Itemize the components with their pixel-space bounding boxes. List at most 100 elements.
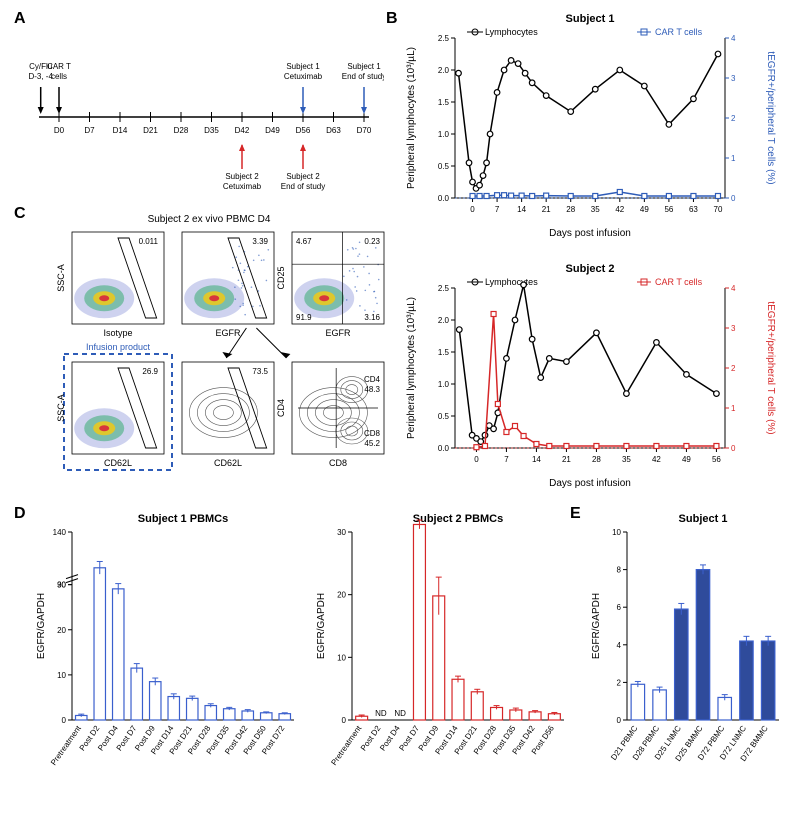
svg-text:Subject 2: Subject 2 (566, 263, 615, 275)
svg-text:0.0: 0.0 (438, 194, 450, 203)
svg-text:3.39: 3.39 (252, 237, 268, 246)
svg-text:EGFR: EGFR (215, 328, 241, 338)
svg-text:4: 4 (617, 641, 622, 650)
svg-text:3.16: 3.16 (364, 313, 380, 322)
svg-text:42: 42 (652, 455, 661, 464)
svg-text:21: 21 (562, 455, 571, 464)
svg-text:D0: D0 (54, 126, 65, 135)
svg-text:4.67: 4.67 (296, 237, 312, 246)
svg-text:2.5: 2.5 (438, 284, 450, 293)
subject2-chart: Subject 20714212835424956Days post infus… (400, 260, 780, 490)
panel-label-b: B (386, 10, 398, 28)
svg-text:4: 4 (731, 34, 736, 43)
svg-text:2.0: 2.0 (438, 316, 450, 325)
svg-text:49: 49 (640, 205, 649, 214)
svg-text:D28: D28 (174, 126, 189, 135)
svg-text:91.9: 91.9 (296, 313, 312, 322)
svg-text:3: 3 (731, 324, 736, 333)
svg-text:0: 0 (342, 716, 347, 725)
svg-text:10: 10 (337, 653, 346, 662)
svg-text:21: 21 (542, 205, 551, 214)
svg-text:0: 0 (474, 455, 479, 464)
flow-panel: Subject 2 ex vivo PBMC D4 0.011 Isotype SSC… (24, 210, 394, 500)
svg-text:Subject 1 PBMCs: Subject 1 PBMCs (138, 513, 228, 525)
svg-text:EGFR: EGFR (325, 328, 351, 338)
svg-text:ND: ND (394, 709, 406, 718)
svg-text:90: 90 (57, 581, 66, 590)
svg-text:0: 0 (731, 194, 736, 203)
svg-text:Subject 2: Subject 2 (286, 172, 320, 181)
svg-text:CD8: CD8 (364, 429, 381, 438)
svg-text:3: 3 (731, 74, 736, 83)
svg-text:70: 70 (714, 205, 723, 214)
timeline-panel: D0D7D14D21D28D35D42D49D56D63D70Cy/FluD-3… (24, 22, 384, 207)
svg-text:10: 10 (612, 528, 621, 537)
svg-text:45.2: 45.2 (364, 439, 380, 448)
svg-text:D14: D14 (113, 126, 128, 135)
svg-text:CD62L: CD62L (104, 458, 132, 468)
svg-text:SSC-A: SSC-A (56, 264, 66, 292)
svg-text:4: 4 (731, 284, 736, 293)
svg-text:End of study: End of study (342, 72, 384, 81)
svg-text:1.5: 1.5 (438, 348, 450, 357)
svg-text:D70: D70 (357, 126, 372, 135)
panel-label-e: E (570, 505, 581, 523)
bar-e: Subject 10246810EGFR/GAPDHD21 PBMCD28 PB… (585, 510, 785, 810)
svg-text:tEGFR+/peripheral T cells (%): tEGFR+/peripheral T cells (%) (765, 51, 776, 184)
svg-text:CD25: CD25 (276, 266, 286, 289)
svg-text:CD4: CD4 (276, 399, 286, 417)
svg-text:10: 10 (57, 671, 66, 680)
svg-text:D7: D7 (84, 126, 95, 135)
svg-text:56: 56 (664, 205, 673, 214)
panel-label-d: D (14, 505, 26, 523)
svg-text:1.0: 1.0 (438, 380, 450, 389)
bar-d2: Subject 2 PBMCs0102030EGFR/GAPDHPretreat… (310, 510, 570, 810)
svg-text:D49: D49 (265, 126, 280, 135)
svg-text:73.5: 73.5 (252, 367, 268, 376)
svg-text:ND: ND (375, 709, 387, 718)
svg-text:1: 1 (731, 154, 736, 163)
svg-text:30: 30 (337, 528, 346, 537)
svg-text:SSC-A: SSC-A (56, 394, 66, 422)
svg-text:cells: cells (51, 72, 67, 81)
svg-text:CAR T cells: CAR T cells (655, 27, 703, 37)
svg-text:D35: D35 (204, 126, 219, 135)
svg-text:tEGFR+/peripheral T cells (%): tEGFR+/peripheral T cells (%) (765, 301, 776, 434)
svg-text:7: 7 (504, 455, 509, 464)
svg-text:Subject 1: Subject 1 (347, 62, 381, 71)
svg-text:EGFR/GAPDH: EGFR/GAPDH (316, 593, 327, 659)
svg-text:0: 0 (731, 444, 736, 453)
svg-text:D-3, -4: D-3, -4 (28, 72, 53, 81)
svg-text:D56: D56 (296, 126, 311, 135)
svg-text:140: 140 (53, 528, 67, 537)
svg-text:42: 42 (615, 205, 624, 214)
svg-text:Lymphocytes: Lymphocytes (485, 277, 538, 287)
svg-text:6: 6 (617, 603, 622, 612)
svg-text:CD8: CD8 (329, 458, 347, 468)
svg-text:Isotype: Isotype (103, 328, 132, 338)
svg-text:2: 2 (617, 678, 622, 687)
bar-d1: Subject 1 PBMCs010203090140EGFR/GAPDHPre… (30, 510, 300, 810)
svg-text:End of study: End of study (281, 182, 325, 191)
svg-text:0.0: 0.0 (438, 444, 450, 453)
svg-text:0.5: 0.5 (438, 412, 450, 421)
svg-text:Subject 2 ex vivo PBMC D4: Subject 2 ex vivo PBMC D4 (148, 214, 271, 225)
svg-text:0.23: 0.23 (364, 237, 380, 246)
subject1-chart: Subject 107142128354249566370Days post i… (400, 10, 780, 240)
svg-text:14: 14 (517, 205, 526, 214)
svg-text:Pretreatment: Pretreatment (329, 723, 363, 767)
svg-text:Days post infusion: Days post infusion (549, 228, 631, 239)
svg-text:1.0: 1.0 (438, 130, 450, 139)
figure-root: A B C D E D0D7D14D21D28D35D42D49D56D63D7… (10, 10, 780, 813)
svg-text:2: 2 (731, 364, 736, 373)
svg-text:CD62L: CD62L (214, 458, 242, 468)
svg-text:Subject 1: Subject 1 (566, 13, 615, 25)
svg-text:0.011: 0.011 (139, 237, 159, 246)
svg-text:28: 28 (566, 205, 575, 214)
svg-text:CD4: CD4 (364, 375, 381, 384)
svg-text:35: 35 (591, 205, 600, 214)
svg-text:EGFR/GAPDH: EGFR/GAPDH (36, 593, 47, 659)
svg-text:Cetuximab: Cetuximab (284, 72, 323, 81)
svg-text:48.3: 48.3 (364, 385, 380, 394)
svg-text:14: 14 (532, 455, 541, 464)
